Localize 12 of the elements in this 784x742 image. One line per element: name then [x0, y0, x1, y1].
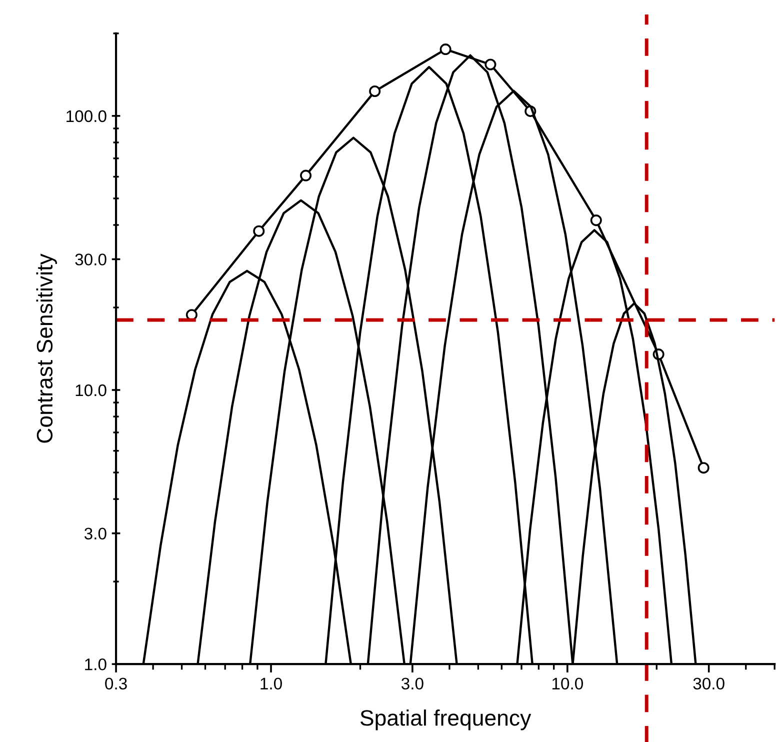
- y-tick-label: 1.0: [85, 658, 106, 670]
- y-tick-label: 3.0: [84, 528, 106, 540]
- x-tick-label: 30.0: [693, 678, 724, 690]
- x-tick-label: 1.0: [260, 678, 282, 690]
- x-axis-title: Spatial frequency: [360, 709, 532, 730]
- y-axis-title: Contrast Sensitivity: [36, 254, 57, 443]
- x-tick-label: 0.3: [105, 678, 127, 690]
- y-tick-label: 10.0: [76, 384, 106, 396]
- x-tick-label: 3.0: [401, 678, 424, 690]
- x-tick-label: 10.0: [552, 678, 583, 690]
- y-tick-label: 30.0: [75, 254, 106, 266]
- y-tick-label: 100.0: [66, 110, 106, 122]
